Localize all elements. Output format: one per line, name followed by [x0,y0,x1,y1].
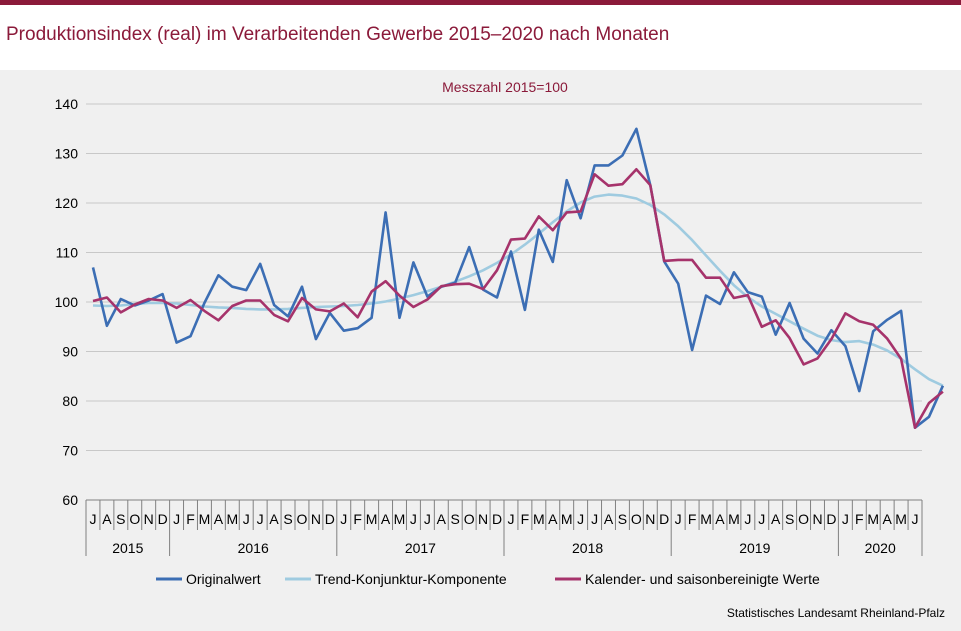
month-label: F [186,511,195,527]
y-tick-label: 130 [55,146,79,162]
month-label: N [645,511,655,527]
month-label: J [842,511,849,527]
month-label: F [353,511,362,527]
month-label: M [728,511,740,527]
month-label: A [548,511,558,527]
month-label: J [744,511,751,527]
month-label: D [826,511,836,527]
year-label: 2016 [238,540,269,556]
month-label: J [257,511,264,527]
source-note: Statistisches Landesamt Rheinland-Pfalz [727,606,945,620]
month-label: O [631,511,642,527]
legend-label: Kalender- und saisonbereinigte Werte [585,571,820,587]
y-tick-label: 90 [62,344,78,360]
month-label: A [269,511,279,527]
month-label: S [785,511,794,527]
month-label: J [243,511,250,527]
legend: Originalwert Trend-Konjunktur-Komponente K… [156,571,820,587]
year-label: 2018 [572,540,603,556]
y-tick-label: 140 [55,96,79,112]
month-label: J [89,511,96,527]
month-label: M [366,511,378,527]
month-label: N [144,511,154,527]
month-label: O [464,511,475,527]
y-tick-label: 100 [55,294,79,310]
month-label: M [394,511,406,527]
month-label: O [798,511,809,527]
legend-label: Trend-Konjunktur-Komponente [315,571,507,587]
month-label: J [507,511,514,527]
top-accent-bar [0,0,961,5]
month-label: A [214,511,224,527]
month-label: J [340,511,347,527]
y-tick-label: 80 [62,393,78,409]
month-label: M [561,511,573,527]
y-tick-label: 60 [62,492,78,508]
month-label: J [675,511,682,527]
legend-label: Originalwert [186,571,261,587]
y-tick-label: 110 [56,245,79,261]
month-label: A [381,511,391,527]
month-label: S [116,511,125,527]
month-label: D [659,511,669,527]
month-label: M [226,511,238,527]
month-label: A [715,511,725,527]
month-label: N [478,511,488,527]
chart-panel [0,70,961,631]
y-tick-label: 70 [62,443,78,459]
month-label: J [912,511,919,527]
series-line [91,127,945,430]
year-label: 2015 [112,540,143,556]
series-line [92,168,944,430]
month-label: F [855,511,864,527]
month-label: D [492,511,502,527]
chart-subtitle: Messzahl 2015=100 [442,79,568,95]
month-label: J [758,511,765,527]
month-label: J [591,511,598,527]
y-tick-label: 120 [55,195,79,211]
year-label: 2020 [865,540,896,556]
month-label: M [867,511,879,527]
series-line [92,193,944,387]
year-label: 2017 [405,540,436,556]
y-axis-tick-labels: 60 70 80 90 100 110 120 130 140 [55,96,79,508]
month-label: N [311,511,321,527]
month-label: S [451,511,460,527]
month-label: A [604,511,614,527]
month-label: S [618,511,627,527]
month-label: O [129,511,140,527]
month-label: J [424,511,431,527]
month-label: F [688,511,697,527]
month-label: S [283,511,292,527]
y-gridlines [86,103,922,451]
month-label: D [158,511,168,527]
page-title: Produktionsindex (real) im Verarbeitende… [6,24,670,45]
month-label: M [895,511,907,527]
month-label: M [199,511,211,527]
month-label: M [533,511,545,527]
month-label: D [325,511,335,527]
series-lines [91,127,945,430]
month-label: M [700,511,712,527]
year-label: 2019 [739,540,770,556]
month-label: A [771,511,781,527]
month-label: N [812,511,822,527]
month-label: J [410,511,417,527]
month-label: O [297,511,308,527]
month-label: A [102,511,112,527]
month-label: A [882,511,892,527]
month-label: J [173,511,180,527]
month-label: F [521,511,530,527]
month-label: A [437,511,447,527]
month-label: J [577,511,584,527]
